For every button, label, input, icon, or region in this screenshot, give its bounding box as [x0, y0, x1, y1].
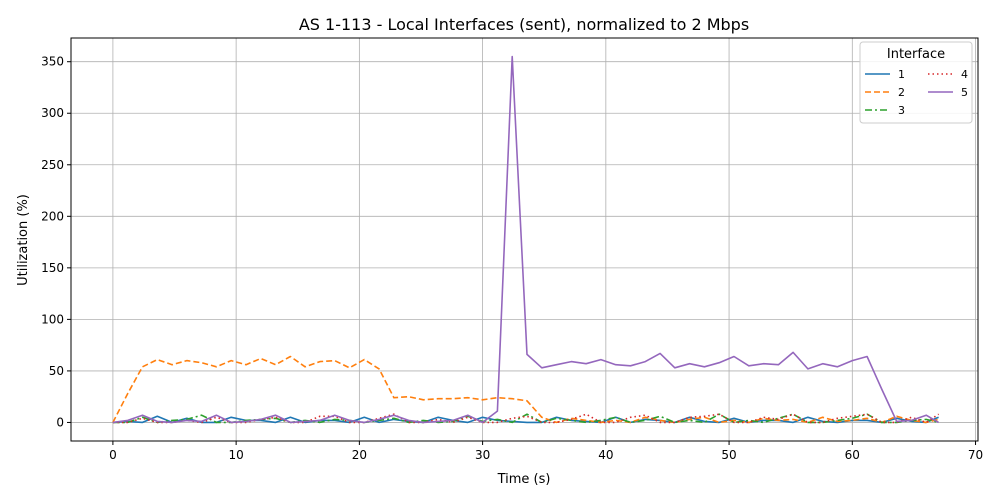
legend-box [859, 41, 973, 124]
series-line-3 [112, 413, 939, 424]
x-tick-label: 10 [228, 448, 243, 462]
y-tick-label: 50 [49, 364, 64, 378]
plot-frame [70, 37, 979, 442]
y-tick-label: 350 [41, 55, 64, 69]
x-tick-label: 40 [598, 448, 613, 462]
gridlines [71, 38, 978, 441]
y-tick-label: 250 [41, 158, 64, 172]
y-tick-label: 300 [41, 106, 64, 120]
y-tick-label: 200 [41, 209, 64, 223]
x-axis-ticks: 0 10 20 30 40 50 60 70 [109, 441, 983, 462]
y-tick-label: 100 [41, 312, 64, 326]
series-lines [112, 55, 940, 424]
chart-title: AS 1-113 - Local Interfaces (sent), norm… [299, 15, 749, 34]
series-line-2 [112, 355, 939, 424]
series-line-5 [112, 55, 940, 424]
legend-label-1: 1 [898, 68, 905, 81]
legend-title: Interface [887, 47, 945, 62]
x-tick-label: 20 [352, 448, 367, 462]
x-axis-label: Time (s) [497, 472, 551, 487]
x-tick-label: 60 [845, 448, 860, 462]
legend-label-5: 5 [961, 86, 968, 99]
legend: Interface 1 2 3 4 5 [859, 41, 973, 124]
y-tick-label: 0 [56, 415, 64, 429]
legend-label-2: 2 [898, 86, 905, 99]
x-tick-label: 0 [109, 448, 117, 462]
legend-label-3: 3 [898, 104, 905, 117]
y-tick-label: 150 [41, 261, 64, 275]
series-line-4 [112, 413, 940, 424]
legend-label-4: 4 [961, 68, 968, 81]
x-tick-label: 30 [475, 448, 490, 462]
x-tick-label: 50 [721, 448, 736, 462]
y-axis-label: Utilization (%) [16, 194, 31, 286]
y-axis-ticks: 0 50 100 150 200 250 300 350 [41, 55, 71, 429]
x-tick-label: 70 [968, 448, 983, 462]
